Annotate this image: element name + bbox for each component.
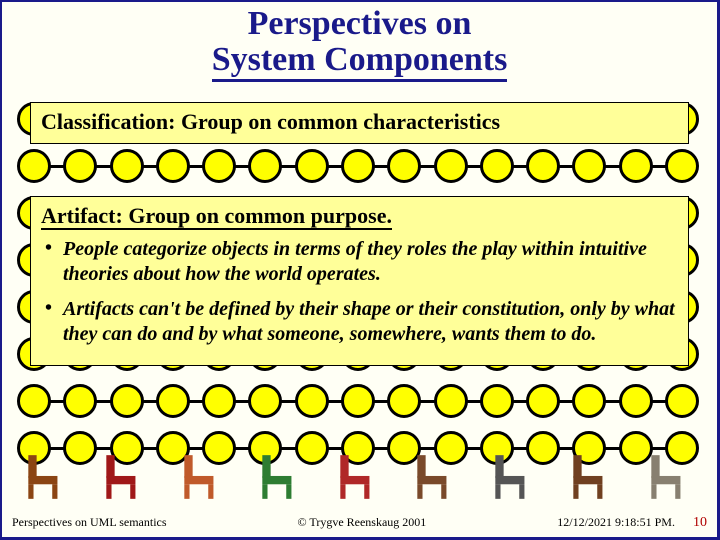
grid-dot: [248, 149, 282, 183]
grid-dot: [387, 384, 421, 418]
grid-dot: [17, 149, 51, 183]
grid-dot: [434, 384, 468, 418]
grid-dot: [63, 149, 97, 183]
grid-dot: [295, 384, 329, 418]
grid-dot: [480, 149, 514, 183]
grid-dot: [526, 384, 560, 418]
grid-dot: [434, 149, 468, 183]
bullet-2: Artifacts can't be defined by their shap…: [41, 297, 678, 347]
grid-dot: [63, 384, 97, 418]
grid-dot: [341, 384, 375, 418]
bullet-1: People categorize objects in terms of th…: [41, 237, 678, 287]
grid-dot: [17, 384, 51, 418]
grid-dot: [665, 384, 699, 418]
chair-icon: [563, 451, 619, 503]
footer-timestamp: 12/12/2021 9:18:51 PM.: [557, 515, 675, 530]
artifact-bullets: People categorize objects in terms of th…: [41, 237, 678, 347]
title-line-1: Perspectives on: [248, 5, 472, 42]
title-line-2: System Components: [212, 41, 508, 78]
grid-dot: [110, 149, 144, 183]
chair-icon: [252, 451, 308, 503]
chair-icon: [96, 451, 152, 503]
chair-icon: [174, 451, 230, 503]
grid-dot: [156, 384, 190, 418]
grid-dot: [110, 384, 144, 418]
grid-dot: [202, 384, 236, 418]
grid-dot: [619, 384, 653, 418]
classification-heading: Classification: Group on common characte…: [41, 109, 500, 134]
grid-dot: [480, 384, 514, 418]
footer: Perspectives on UML semantics © Trygve R…: [12, 515, 707, 531]
grid-dot: [248, 384, 282, 418]
chair-row: [18, 443, 697, 503]
grid-dot: [572, 384, 606, 418]
chair-icon: [330, 451, 386, 503]
slide-title: Perspectives on System Components: [2, 6, 717, 82]
grid-dot: [202, 149, 236, 183]
grid-dot: [387, 149, 421, 183]
grid-dot: [665, 149, 699, 183]
chair-icon: [407, 451, 463, 503]
chair-icon: [485, 451, 541, 503]
grid-dot: [526, 149, 560, 183]
footer-left: Perspectives on UML semantics: [12, 515, 167, 530]
page-number: 10: [693, 515, 707, 531]
grid-dot: [156, 149, 190, 183]
grid-dot: [295, 149, 329, 183]
footer-center: © Trygve Reenskaug 2001: [298, 515, 427, 530]
chair-icon: [18, 451, 74, 503]
artifact-heading: Artifact: Group on common purpose.: [41, 203, 392, 230]
grid-dot: [572, 149, 606, 183]
classification-box: Classification: Group on common characte…: [30, 102, 689, 144]
artifact-box: Artifact: Group on common purpose. Peopl…: [30, 196, 689, 366]
grid-dot: [341, 149, 375, 183]
chair-icon: [641, 451, 697, 503]
grid-dot: [619, 149, 653, 183]
